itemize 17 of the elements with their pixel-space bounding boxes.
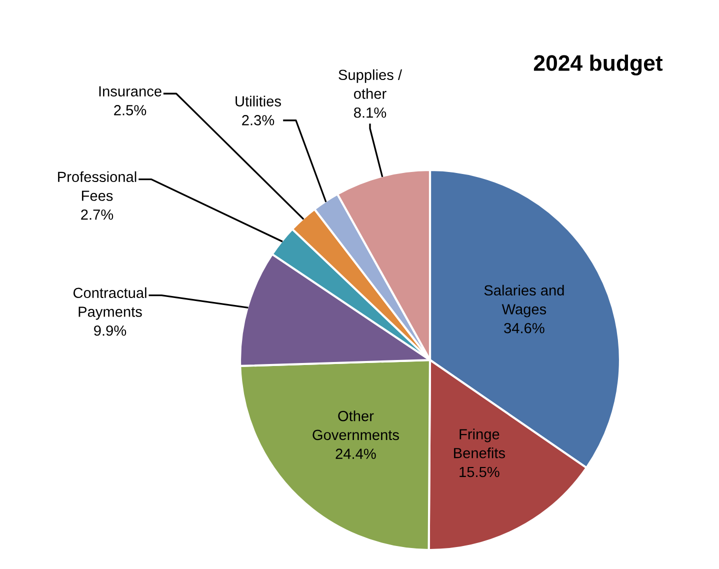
data-label: 2.3%	[242, 115, 274, 126]
data-label: 15.5%	[460, 466, 500, 478]
data-label: 8.1%	[354, 107, 386, 118]
slice-label: Supplies / other	[338, 69, 402, 99]
data-label: 2.5%	[114, 105, 146, 116]
slice-label: Fringe Benefits	[454, 428, 506, 458]
slice-label: Professional Fees	[58, 171, 136, 201]
chart-title: 2024 budget	[534, 54, 663, 76]
slice-label: Contractual Payments	[73, 287, 146, 320]
data-label: 2.7%	[81, 209, 114, 220]
data-label: 24.4%	[336, 448, 376, 459]
data-label: 34.6%	[504, 322, 544, 334]
slice-label: Other Governments	[312, 410, 399, 440]
data-label: 9.9%	[94, 325, 126, 336]
slice-label: Insurance	[99, 86, 162, 96]
slice-label: Salaries and Wages	[484, 284, 564, 318]
slice-label: Utilities	[236, 96, 281, 106]
